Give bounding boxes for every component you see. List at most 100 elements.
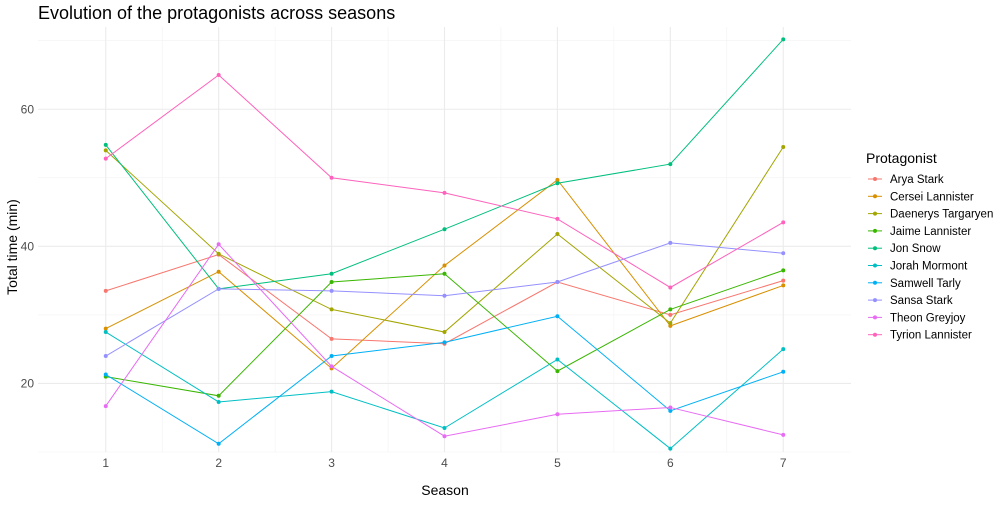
series-jaime-lannister — [103, 268, 786, 398]
legend-label: Samwell Tarly — [890, 278, 961, 290]
data-point — [329, 389, 334, 394]
data-point — [442, 271, 447, 276]
data-point — [103, 330, 108, 335]
data-point — [216, 269, 221, 274]
legend-item-jaime-lannister: Jaime Lannister — [868, 226, 971, 238]
legend-item-samwell-tarly: Samwell Tarly — [868, 278, 961, 290]
data-point — [668, 446, 673, 451]
chart-title: Evolution of the protagonists across sea… — [38, 3, 395, 23]
data-point — [103, 156, 108, 161]
data-point — [555, 232, 560, 237]
legend-label: Daenerys Targaryen — [890, 209, 993, 221]
legend-item-tyrion-lannister: Tyrion Lannister — [868, 330, 972, 342]
y-tick-label: 20 — [21, 376, 35, 390]
data-point — [103, 142, 108, 147]
data-point — [442, 190, 447, 195]
data-point — [103, 372, 108, 377]
legend-item-daenerys-targaryen: Daenerys Targaryen — [868, 209, 993, 221]
data-point — [781, 369, 786, 374]
series-sansa-stark — [103, 240, 786, 359]
legend-key-point — [873, 246, 877, 251]
data-point — [329, 336, 334, 341]
data-point — [668, 162, 673, 167]
data-point — [668, 307, 673, 312]
data-point — [781, 278, 786, 283]
data-point — [442, 330, 447, 335]
data-point — [329, 307, 334, 312]
data-point — [329, 271, 334, 276]
axis-ticks: 20 40 60 1 2 3 4 5 6 7 — [21, 102, 787, 470]
data-point — [103, 326, 108, 331]
y-tick-label: 40 — [21, 239, 35, 253]
legend-key-point — [873, 280, 877, 285]
data-point — [216, 399, 221, 404]
legend-key-point — [873, 298, 877, 303]
data-point — [329, 364, 334, 369]
data-point — [442, 227, 447, 232]
data-point — [216, 393, 221, 398]
data-point — [216, 251, 221, 256]
data-point — [329, 280, 334, 284]
legend: Protagonist Arya Stark Cersei Lannister Da… — [866, 150, 993, 342]
data-point — [442, 293, 447, 298]
legend-item-theon-greyjoy: Theon Greyjoy — [868, 312, 966, 324]
data-point — [555, 280, 560, 284]
data-point — [668, 312, 673, 317]
y-tick-label: 60 — [21, 102, 35, 116]
data-point — [329, 354, 334, 359]
legend-key-point — [873, 332, 877, 337]
legend-item-cersei-lannister: Cersei Lannister — [868, 191, 974, 203]
legend-label: Jorah Mormont — [890, 261, 968, 273]
data-point — [442, 434, 447, 439]
legend-title: Protagonist — [866, 150, 937, 166]
series-tyrion-lannister — [103, 72, 786, 290]
legend-key-point — [873, 315, 877, 320]
x-tick-label: 1 — [102, 456, 109, 470]
x-tick-label: 2 — [215, 456, 222, 470]
data-point — [781, 220, 786, 225]
data-point — [216, 72, 221, 77]
data-point — [781, 251, 786, 256]
data-point — [668, 285, 673, 290]
series-layer — [103, 37, 786, 451]
data-point — [555, 357, 560, 362]
data-point — [668, 405, 673, 410]
legend-key-point — [873, 194, 877, 199]
x-tick-label: 4 — [441, 456, 448, 470]
data-point — [668, 321, 673, 326]
grid — [38, 27, 851, 453]
legend-key-point — [873, 211, 877, 216]
legend-label: Jaime Lannister — [890, 226, 971, 238]
legend-item-sansa-stark: Sansa Stark — [868, 295, 953, 307]
legend-item-arya-stark: Arya Stark — [868, 174, 944, 186]
data-point — [555, 369, 560, 374]
data-point — [216, 242, 221, 247]
data-point — [555, 216, 560, 221]
data-point — [781, 347, 786, 352]
x-tick-label: 3 — [328, 456, 335, 470]
legend-key-point — [873, 263, 877, 268]
x-tick-label: 5 — [554, 456, 561, 470]
data-point — [442, 263, 447, 268]
data-point — [103, 354, 108, 359]
data-point — [555, 177, 560, 182]
data-point — [216, 286, 221, 291]
legend-key-point — [873, 177, 877, 181]
x-tick-label: 7 — [780, 456, 787, 470]
data-point — [781, 268, 786, 273]
x-tick-label: 6 — [667, 456, 674, 470]
legend-key-point — [873, 228, 877, 233]
data-point — [781, 432, 786, 437]
data-point — [103, 404, 108, 409]
data-point — [442, 340, 447, 345]
y-axis-label: Total time (min) — [4, 199, 20, 295]
data-point — [103, 288, 108, 293]
data-point — [781, 283, 786, 288]
legend-label: Tyrion Lannister — [890, 330, 972, 342]
data-point — [555, 314, 560, 319]
data-point — [329, 288, 334, 293]
data-point — [668, 240, 673, 245]
series-theon-greyjoy — [103, 242, 786, 439]
x-axis-label: Season — [421, 482, 468, 498]
